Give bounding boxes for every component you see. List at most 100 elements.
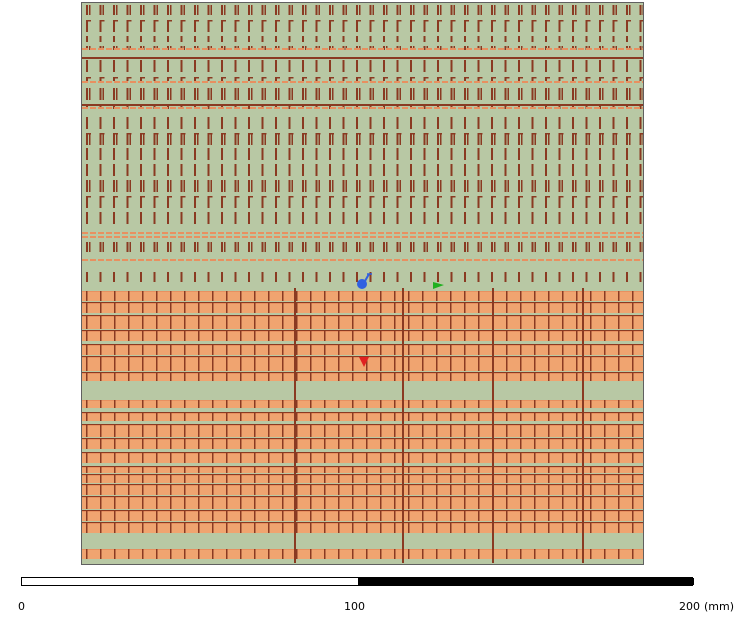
dashed-trace (266, 81, 272, 83)
pad-vertical (372, 180, 374, 192)
band-divider (296, 345, 298, 355)
pad-vertical (642, 133, 643, 145)
probe-icon[interactable] (355, 271, 373, 291)
dashed-trace (234, 81, 240, 83)
band-divider (142, 400, 144, 408)
pad-vertical (197, 180, 199, 192)
band-divider (590, 291, 592, 301)
pad-vertical (612, 77, 615, 81)
pad-vertical (261, 196, 264, 208)
band-divider (296, 357, 298, 371)
band-divider (240, 357, 242, 371)
band-divider (184, 485, 186, 495)
dashed-trace (114, 236, 120, 238)
band-divider (632, 316, 634, 329)
pcb-layout-canvas[interactable] (82, 3, 644, 565)
band-divider (506, 400, 508, 408)
band-divider (324, 291, 326, 301)
dashed-trace (634, 232, 640, 234)
dashed-trace (610, 259, 616, 261)
pad-cap (288, 77, 294, 79)
pad-cap (585, 20, 591, 22)
arrow-down-icon[interactable] (358, 356, 370, 368)
band-divider (562, 400, 564, 408)
dashed-trace (506, 81, 512, 83)
band-divider (590, 373, 592, 381)
pad-vertical (329, 180, 331, 192)
pad-vertical (477, 242, 480, 252)
dashed-trace (194, 232, 200, 234)
band-divider (618, 303, 620, 313)
dashed-trace (202, 259, 208, 261)
pad-vertical (521, 180, 523, 192)
band-divider (534, 549, 536, 559)
band-divider (212, 413, 214, 421)
band-divider (268, 523, 270, 533)
band-divider (478, 373, 480, 381)
band-divider (114, 357, 116, 371)
band-divider (618, 316, 620, 329)
band-divider (520, 497, 522, 509)
band-divider (282, 497, 284, 509)
band-divider (184, 373, 186, 381)
pad-vertical (251, 133, 253, 145)
band-divider (590, 303, 592, 313)
dashed-trace (354, 48, 360, 50)
pad-vertical (383, 148, 385, 160)
band-divider (310, 453, 312, 463)
pad-vertical (180, 60, 183, 72)
pad-vertical (369, 117, 372, 129)
pad-vertical (261, 88, 264, 100)
band-divider (338, 485, 340, 495)
pad-vertical (558, 60, 561, 72)
band-divider (352, 549, 354, 559)
pad-vertical (140, 242, 142, 252)
pad-vertical (194, 88, 196, 100)
dashed-trace (514, 232, 520, 234)
band-divider (548, 439, 550, 449)
band-divider (100, 511, 102, 521)
dashed-trace (490, 236, 496, 238)
pad-vertical (521, 88, 523, 100)
pad-cap (207, 133, 213, 135)
pad-vertical (480, 88, 482, 100)
layout-viewport[interactable] (81, 2, 644, 565)
pad-vertical (156, 180, 158, 192)
band-divider (632, 413, 634, 421)
pad-vertical (372, 242, 374, 252)
pad-vertical (450, 272, 453, 282)
pad-vertical (315, 180, 318, 192)
pad-vertical (318, 242, 320, 252)
band-divider (198, 467, 200, 473)
pad-cap (518, 196, 523, 198)
band-divider (198, 373, 200, 381)
band-divider (366, 439, 368, 449)
pad-vertical (248, 36, 250, 42)
pad-cap (477, 133, 483, 135)
band-divider (436, 400, 438, 408)
dashed-trace (522, 48, 528, 50)
pad-vertical (396, 36, 399, 42)
band-divider (212, 373, 214, 381)
pad-cap (464, 20, 469, 22)
pad-vertical (126, 88, 129, 100)
copper-band (82, 475, 643, 483)
dashed-trace (594, 236, 600, 238)
pad-cap (558, 196, 564, 198)
pad-cap (329, 20, 334, 22)
band-divider (254, 497, 256, 509)
pad-cap (383, 133, 388, 135)
band-divider (464, 331, 466, 341)
band-divider (86, 511, 88, 521)
flag-icon[interactable] (432, 280, 446, 292)
band-divider (212, 291, 214, 301)
band-divider (114, 523, 116, 533)
pad-vertical (261, 164, 264, 176)
dashed-trace (466, 48, 472, 50)
pad-vertical (126, 36, 129, 42)
band-divider (450, 497, 452, 509)
pad-vertical (423, 60, 426, 72)
band-divider (464, 316, 466, 329)
pad-vertical (464, 36, 466, 42)
pad-vertical (399, 88, 401, 100)
